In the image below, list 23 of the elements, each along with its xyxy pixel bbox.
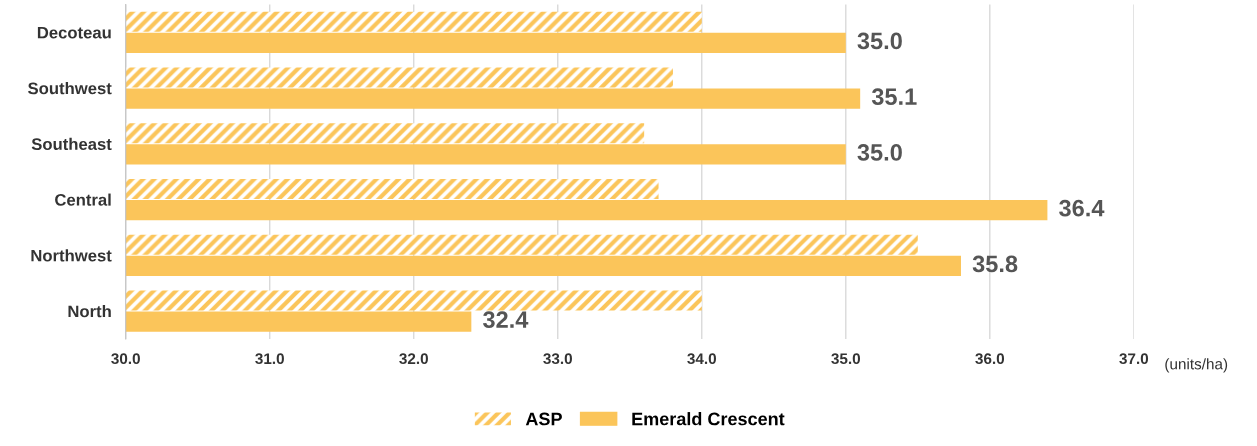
y-tick-label: Central: [55, 193, 111, 206]
x-tick-label: 35.0: [831, 353, 861, 365]
x-axis-title: (units/ha): [1165, 358, 1228, 373]
x-tick-label: 33.0: [543, 353, 572, 365]
x-tick-label: 30.0: [111, 353, 140, 365]
data-label: 35.8: [972, 255, 1018, 273]
x-tick-label: 37.0: [1119, 353, 1149, 365]
x-tick-label: 36.0: [975, 353, 1005, 365]
data-label: 36.4: [1059, 199, 1105, 217]
y-tick-label: North: [68, 305, 111, 318]
data-label: 35.0: [857, 32, 902, 50]
data-label: 32.4: [482, 311, 529, 329]
y-tick-label: Southeast: [31, 137, 112, 151]
data-label: 35.1: [871, 88, 917, 106]
legend-label: ASP: [525, 412, 562, 426]
y-tick-label: Decoteau: [37, 26, 111, 39]
legend-label: Emerald Crescent: [632, 412, 785, 426]
x-tick-label: 31.0: [255, 353, 284, 365]
y-tick-label: Southwest: [28, 82, 112, 95]
data-label: 35.0: [857, 144, 902, 161]
x-tick-label: 34.0: [687, 353, 717, 365]
y-tick-label: Northwest: [31, 249, 112, 262]
x-tick-label: 32.0: [399, 353, 428, 365]
